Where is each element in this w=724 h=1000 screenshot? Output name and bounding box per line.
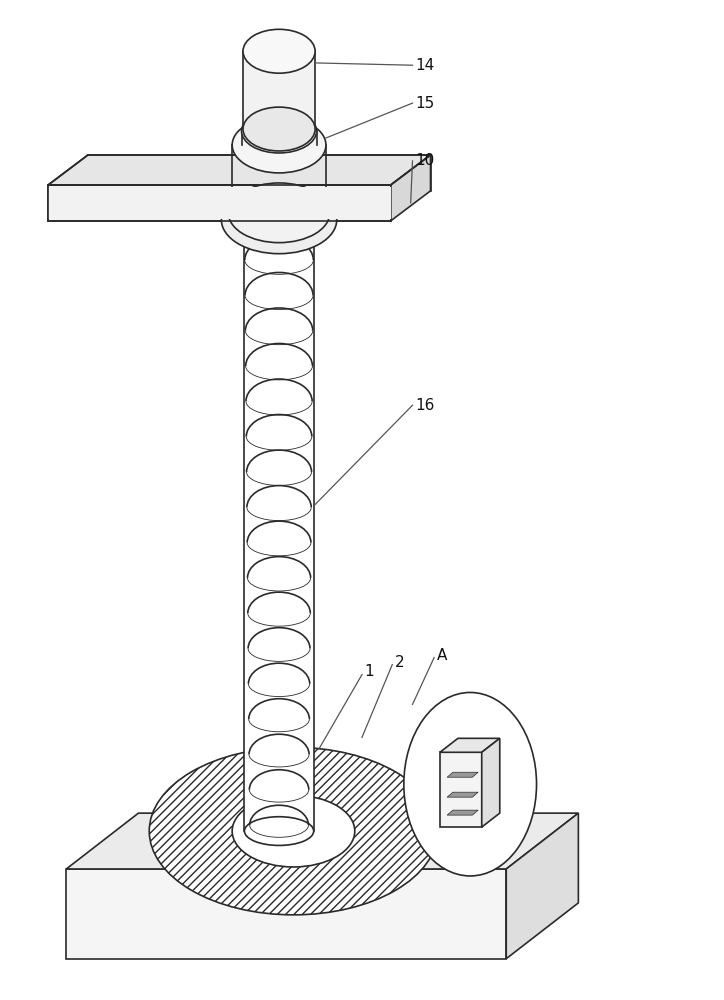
Text: 14: 14 bbox=[416, 58, 434, 73]
Polygon shape bbox=[506, 813, 578, 959]
Circle shape bbox=[404, 692, 536, 876]
Text: 16: 16 bbox=[416, 398, 434, 413]
Polygon shape bbox=[49, 187, 391, 219]
Ellipse shape bbox=[243, 107, 315, 151]
Polygon shape bbox=[440, 738, 500, 752]
Text: 10: 10 bbox=[416, 153, 434, 168]
Ellipse shape bbox=[149, 747, 438, 915]
Polygon shape bbox=[447, 792, 478, 797]
Polygon shape bbox=[67, 869, 506, 959]
Polygon shape bbox=[243, 51, 315, 129]
Polygon shape bbox=[67, 813, 578, 869]
Ellipse shape bbox=[242, 109, 316, 153]
Text: A: A bbox=[437, 648, 447, 663]
Polygon shape bbox=[447, 810, 478, 815]
Polygon shape bbox=[49, 185, 391, 221]
Polygon shape bbox=[440, 752, 481, 827]
Polygon shape bbox=[481, 738, 500, 827]
Ellipse shape bbox=[222, 186, 337, 254]
Ellipse shape bbox=[232, 795, 355, 867]
Polygon shape bbox=[245, 221, 313, 831]
Ellipse shape bbox=[228, 183, 330, 243]
Text: 15: 15 bbox=[416, 96, 434, 111]
Ellipse shape bbox=[243, 29, 315, 73]
Ellipse shape bbox=[232, 117, 326, 173]
Polygon shape bbox=[391, 155, 431, 221]
Ellipse shape bbox=[245, 817, 313, 845]
Polygon shape bbox=[49, 155, 431, 185]
Text: 2: 2 bbox=[395, 655, 405, 670]
Polygon shape bbox=[447, 772, 478, 777]
Text: 1: 1 bbox=[364, 664, 374, 679]
